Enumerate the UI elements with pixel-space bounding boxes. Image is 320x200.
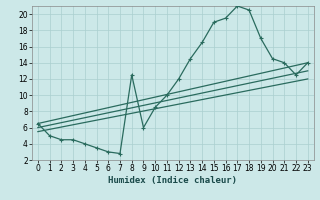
X-axis label: Humidex (Indice chaleur): Humidex (Indice chaleur) <box>108 176 237 185</box>
